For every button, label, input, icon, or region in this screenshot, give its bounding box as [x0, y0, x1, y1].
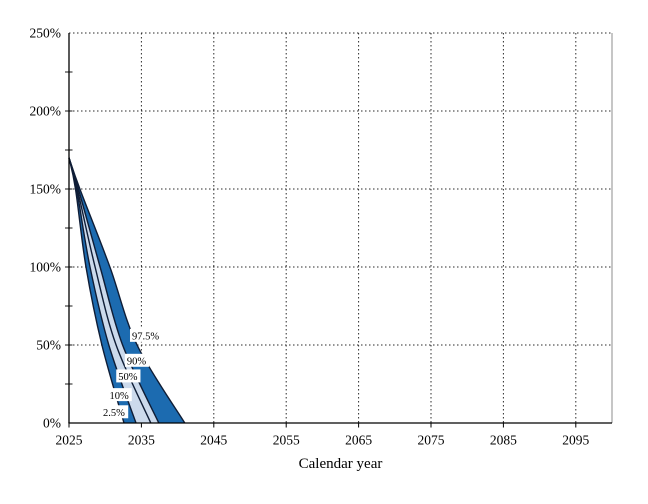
x-axis-title: Calendar year	[299, 456, 383, 472]
percentile-label-97.5%: 97.5%	[132, 332, 159, 343]
x-tick-label-2075: 2075	[418, 433, 445, 448]
y-tick-label-250%: 250%	[30, 26, 62, 41]
percentile-labels: 2.5% 10% 50% 90% 97.5%	[101, 328, 163, 419]
gridlines	[69, 32, 613, 423]
x-tick-label-2025: 2025	[56, 433, 83, 448]
axes	[65, 33, 612, 428]
percentile-line-97.5%	[68, 157, 186, 424]
x-tick-label-2085: 2085	[490, 433, 517, 448]
y-tick-label-50%: 50%	[36, 338, 61, 353]
x-tick-label-2055: 2055	[273, 433, 300, 448]
percentile-label-50%: 50%	[118, 372, 137, 383]
percentile-label-2.5%: 2.5%	[103, 408, 125, 419]
percentile-label-bg-90%	[124, 353, 150, 367]
percentile-label-bg-2.5%	[101, 405, 129, 419]
x-tick-label-2095: 2095	[562, 433, 589, 448]
x-tick-label-2045: 2045	[200, 433, 227, 448]
percentile-label-bg-97.5%	[129, 328, 163, 342]
percentile-label-bg-10%	[107, 388, 132, 402]
percentile-label-90%: 90%	[127, 357, 147, 368]
fan-bands	[69, 157, 185, 424]
y-tick-label-150%: 150%	[30, 182, 62, 197]
percentile-label-bg-50%	[116, 369, 141, 383]
y-tick-label-200%: 200%	[30, 104, 62, 119]
tick-labels: 0% 50% 100% 150% 200% 250% 2025 2035 2045 2055 206…	[30, 26, 590, 448]
y-tick-label-0%: 0%	[43, 416, 61, 431]
y-tick-label-100%: 100%	[30, 260, 62, 275]
percentile-label-10%: 10%	[110, 391, 130, 402]
x-tick-label-2035: 2035	[128, 433, 155, 448]
x-tick-label-2065: 2065	[345, 433, 372, 448]
